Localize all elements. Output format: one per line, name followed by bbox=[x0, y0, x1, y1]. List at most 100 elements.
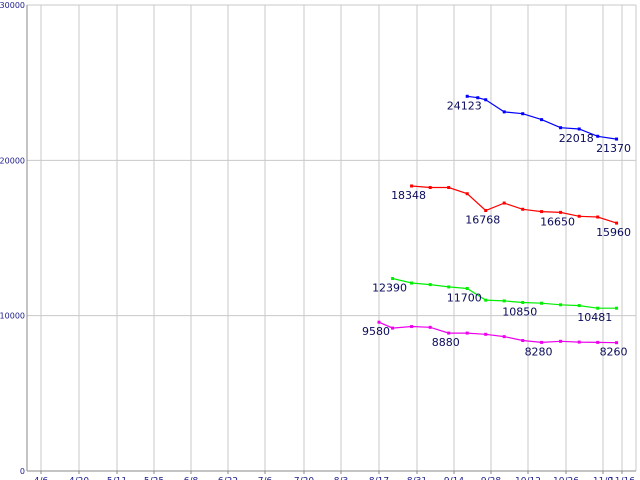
data-point bbox=[559, 339, 563, 343]
y-tick-label: 30000 bbox=[0, 1, 25, 10]
data-point bbox=[615, 137, 619, 141]
x-tick-label: 9/28 bbox=[481, 477, 501, 480]
data-label: 24123 bbox=[447, 99, 482, 112]
data-point bbox=[484, 98, 488, 102]
data-point bbox=[540, 340, 544, 344]
data-point bbox=[410, 325, 414, 329]
data-point bbox=[410, 184, 414, 188]
axes bbox=[26, 5, 636, 474]
x-tick-label: 8/3 bbox=[334, 477, 348, 480]
data-point bbox=[577, 214, 581, 218]
data-point bbox=[502, 110, 506, 114]
x-tick-label: 11/9 bbox=[593, 477, 613, 480]
data-point bbox=[465, 286, 469, 290]
x-tick-label: 5/25 bbox=[144, 477, 164, 480]
data-point bbox=[596, 215, 600, 219]
x-tick-label: 4/20 bbox=[69, 477, 89, 480]
x-tick-label: 7/20 bbox=[294, 477, 314, 480]
data-label: 16768 bbox=[465, 214, 500, 227]
data-point bbox=[596, 340, 600, 344]
x-tick-label: 8/31 bbox=[407, 477, 427, 480]
data-point bbox=[410, 281, 414, 285]
y-axis-tick-labels: 0 10000 20000 30000 bbox=[0, 1, 25, 476]
data-point bbox=[377, 320, 381, 324]
x-tick-label: 4/6 bbox=[34, 477, 49, 480]
y-tick-label: 10000 bbox=[0, 312, 25, 321]
data-point bbox=[521, 339, 525, 343]
data-point bbox=[596, 134, 600, 138]
data-point bbox=[447, 331, 451, 335]
data-point bbox=[447, 285, 451, 289]
x-tick-label: 10/26 bbox=[553, 477, 579, 480]
data-point bbox=[540, 301, 544, 305]
data-label: 21370 bbox=[596, 142, 631, 155]
data-point bbox=[465, 331, 469, 335]
data-point bbox=[521, 112, 525, 116]
data-label: 8260 bbox=[600, 346, 628, 359]
series-line bbox=[392, 277, 617, 309]
data-point bbox=[484, 209, 488, 213]
data-point bbox=[521, 300, 525, 304]
x-tick-label: 10/12 bbox=[515, 477, 541, 480]
data-label: 15960 bbox=[596, 226, 631, 239]
data-point bbox=[465, 94, 469, 98]
x-tick-label: 9/14 bbox=[444, 477, 464, 480]
data-label: 10850 bbox=[502, 305, 537, 318]
y-tick-label: 0 bbox=[20, 467, 25, 476]
data-point bbox=[559, 126, 563, 130]
data-point bbox=[391, 326, 395, 330]
y-tick-label: 20000 bbox=[0, 156, 25, 165]
data-point bbox=[447, 186, 451, 190]
data-point bbox=[559, 303, 563, 307]
data-point bbox=[428, 283, 432, 287]
data-point bbox=[502, 299, 506, 303]
data-point bbox=[391, 277, 395, 281]
data-point bbox=[465, 192, 469, 196]
x-axis-tick-labels: 4/6 4/20 5/11 5/25 6/8 6/22 7/6 7/20 8/3 8/17 8/31… bbox=[34, 477, 635, 480]
data-label: 12390 bbox=[372, 282, 407, 295]
data-point bbox=[484, 298, 488, 302]
series-line bbox=[411, 185, 617, 224]
x-tick-label: 5/11 bbox=[107, 477, 127, 480]
data-point bbox=[615, 221, 619, 225]
data-point bbox=[577, 340, 581, 344]
data-point bbox=[577, 127, 581, 131]
x-tick-label: 8/17 bbox=[369, 477, 389, 480]
x-tick-label: 6/8 bbox=[184, 477, 199, 480]
data-point bbox=[540, 210, 544, 214]
series-0 bbox=[465, 94, 619, 141]
data-point bbox=[502, 335, 506, 339]
data-point bbox=[577, 304, 581, 308]
series bbox=[377, 94, 619, 345]
data-point bbox=[559, 210, 563, 214]
data-point bbox=[615, 341, 619, 345]
data-label: 10481 bbox=[577, 311, 612, 324]
series-line bbox=[378, 321, 617, 344]
grid-lines bbox=[27, 4, 637, 472]
data-label: 11700 bbox=[447, 291, 482, 304]
data-point bbox=[476, 96, 480, 100]
data-label: 9580 bbox=[362, 325, 390, 338]
data-label: 18348 bbox=[391, 189, 426, 202]
series-line bbox=[467, 95, 617, 140]
data-point bbox=[428, 186, 432, 190]
data-label: 22018 bbox=[559, 132, 594, 145]
series-2 bbox=[391, 277, 619, 310]
data-label: 8280 bbox=[525, 345, 553, 358]
data-point bbox=[502, 201, 506, 205]
x-tick-label: 6/22 bbox=[218, 477, 238, 480]
data-label: 16650 bbox=[540, 215, 575, 228]
data-point bbox=[596, 306, 600, 310]
data-point bbox=[521, 207, 525, 211]
data-point bbox=[540, 118, 544, 122]
data-point bbox=[484, 332, 488, 336]
x-tick-label: 7/6 bbox=[258, 477, 273, 480]
series-1 bbox=[410, 184, 619, 225]
x-tick-label: 11/16 bbox=[609, 477, 635, 480]
data-label: 8880 bbox=[432, 336, 460, 349]
data-point bbox=[428, 325, 432, 329]
series-3 bbox=[377, 320, 619, 345]
data-point bbox=[615, 306, 619, 310]
